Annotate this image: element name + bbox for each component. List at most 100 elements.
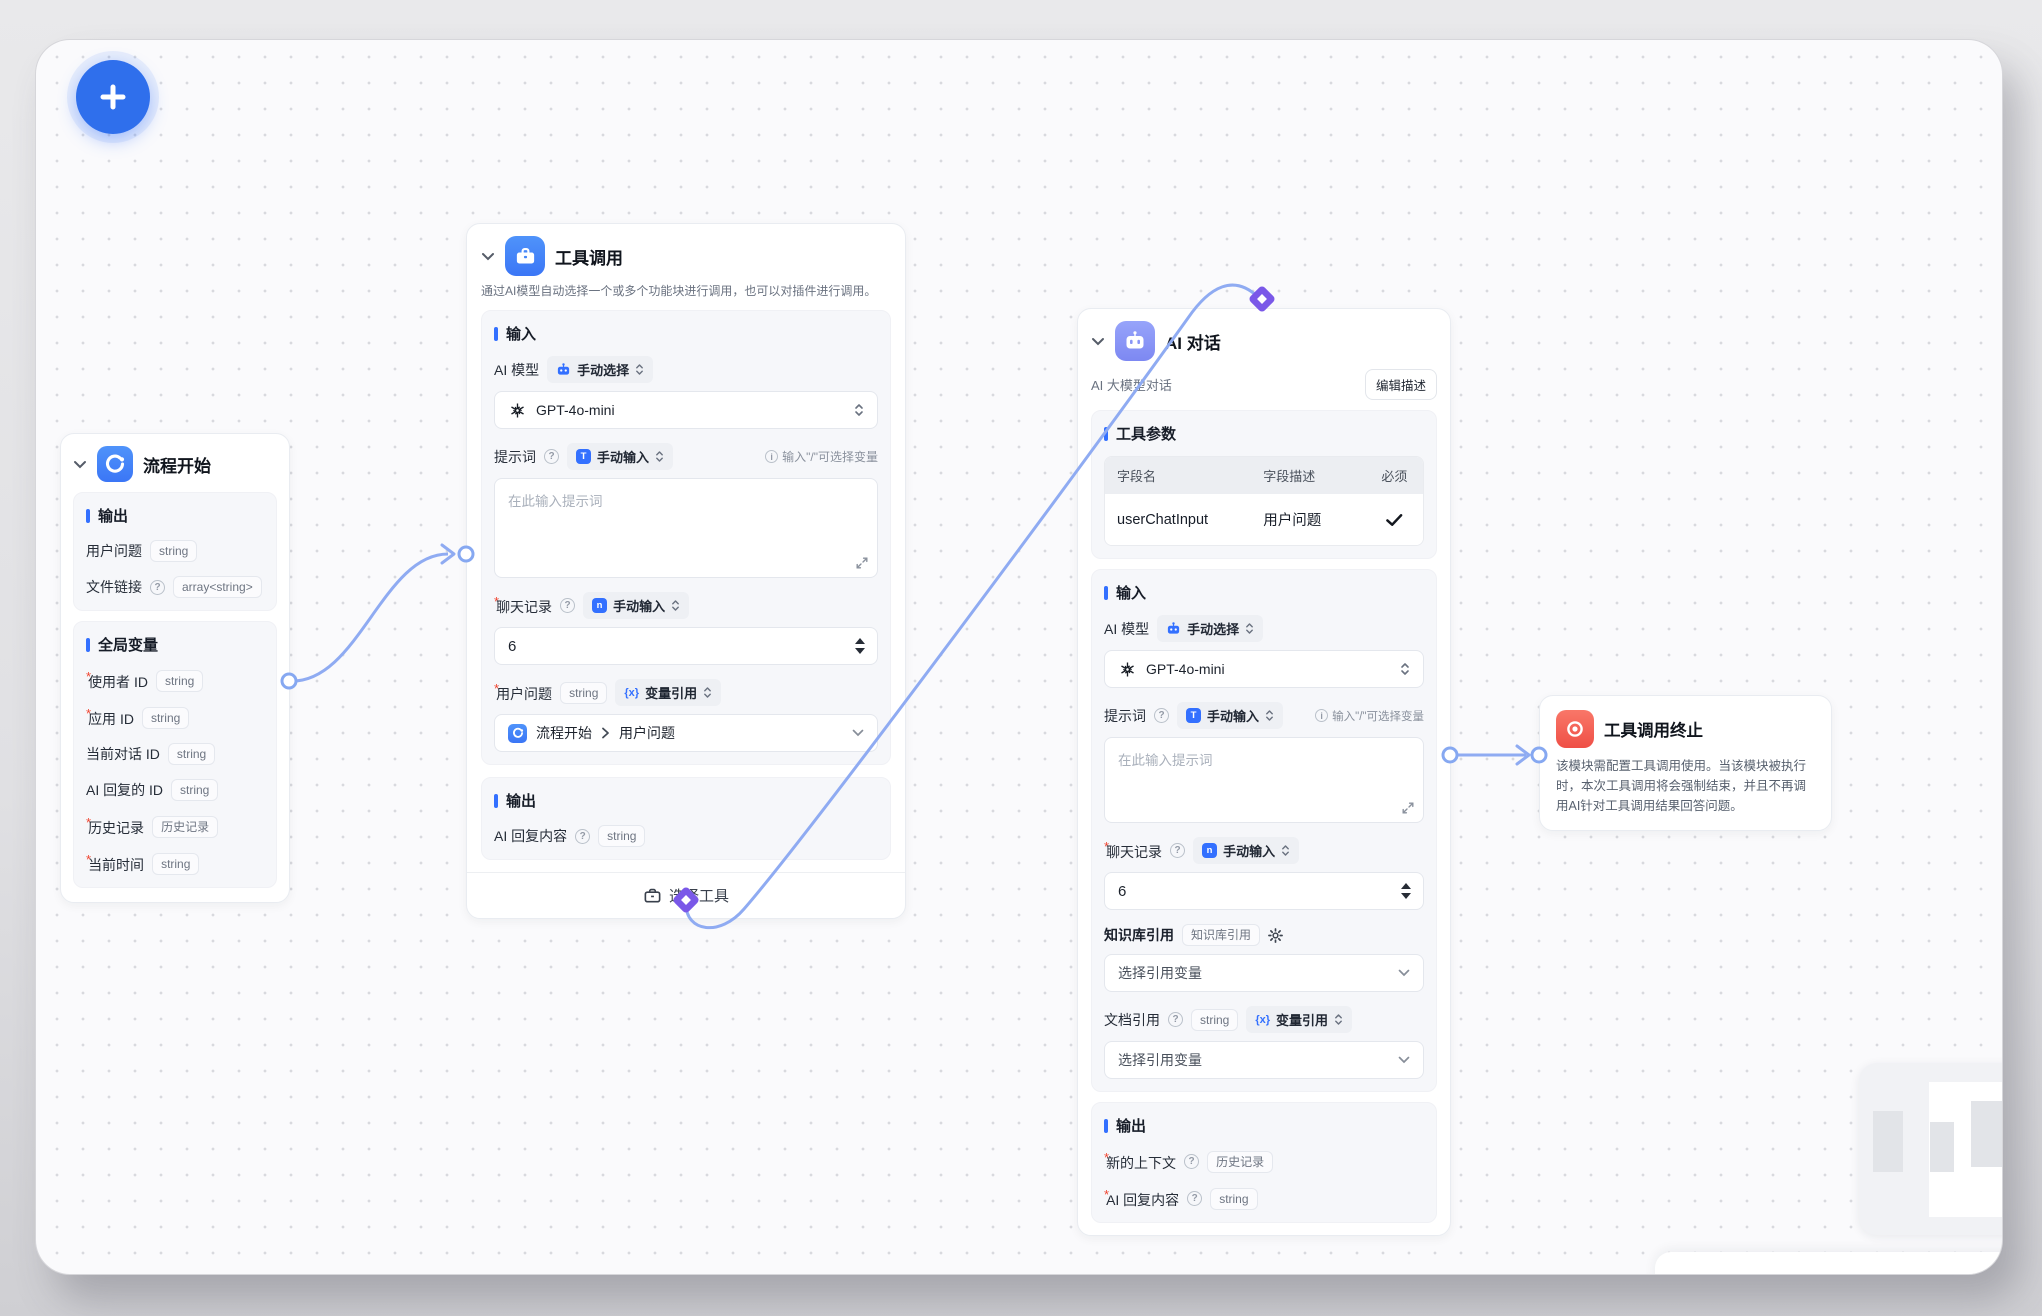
- prompt-textarea-wrap: [1104, 737, 1424, 823]
- history-number-input[interactable]: [508, 637, 793, 655]
- section-title: 输出: [98, 508, 129, 525]
- step-up-icon[interactable]: [855, 638, 865, 644]
- help-icon[interactable]: ?: [1168, 1012, 1183, 1027]
- collapse-chevron-icon[interactable]: [73, 460, 87, 469]
- help-icon[interactable]: ?: [560, 598, 576, 613]
- minimap-node: [1873, 1111, 1903, 1172]
- flow-start-icon: [508, 723, 527, 743]
- kb-settings-gear-icon[interactable]: [1268, 927, 1283, 943]
- help-icon[interactable]: ?: [150, 579, 165, 595]
- global-row: AI 回复的 ID string: [86, 779, 264, 801]
- prompt-textarea[interactable]: [495, 479, 877, 577]
- table-header: 字段名 字段描述 必须: [1105, 457, 1423, 494]
- step-down-icon[interactable]: [1401, 893, 1411, 899]
- global-label: *当前时间: [86, 852, 145, 873]
- question-mode-selector[interactable]: {x} 变量引用: [615, 679, 722, 706]
- node-flow-start[interactable]: 流程开始 输出 用户问题 string 文件链接 ? array<string>…: [60, 433, 290, 903]
- type-badge: string: [1210, 1187, 1258, 1210]
- edge-aichat-to-toolstop[interactable]: [1441, 744, 1548, 766]
- expand-icon[interactable]: [1402, 802, 1414, 814]
- port-tool-stop-in[interactable]: [1530, 746, 1548, 764]
- type-badge: string: [167, 743, 216, 765]
- add-node-button[interactable]: [76, 60, 150, 134]
- history-mode-selector[interactable]: n 手动输入: [583, 592, 690, 619]
- prompt-mode-selector[interactable]: T 手动输入: [1177, 702, 1284, 729]
- model-select[interactable]: GPT-4o-mini: [1104, 650, 1424, 688]
- port-ai-chat-tool[interactable]: [1248, 285, 1276, 313]
- doc-variable-select[interactable]: 选择引用变量: [1104, 1041, 1424, 1079]
- minimap[interactable]: [1859, 1063, 2002, 1235]
- tool-stop-icon: [1556, 710, 1594, 748]
- section-title: 输入: [1116, 585, 1147, 602]
- type-badge: 历史记录: [1207, 1150, 1274, 1173]
- collapse-chevron-icon[interactable]: [1091, 337, 1105, 346]
- flow-start-globals-section: 全局变量 *使用者 ID string *应用 ID string 当前对话 ID s…: [73, 621, 277, 888]
- tool-params-table: 字段名 字段描述 必须 userChatInput 用户问题: [1104, 456, 1424, 546]
- model-mode-selector[interactable]: 手动选择: [547, 356, 654, 383]
- openai-logo-icon: [511, 403, 524, 417]
- help-icon[interactable]: ?: [1170, 843, 1186, 858]
- workflow-canvas[interactable]: 流程开始 输出 用户问题 string 文件链接 ? array<string>…: [36, 40, 2002, 1274]
- section-title: 工具参数: [1116, 426, 1177, 443]
- port-tool-call-tools[interactable]: [672, 886, 700, 914]
- model-mode-selector[interactable]: 手动选择: [1157, 615, 1264, 642]
- history-row: *聊天记录 ? n 手动输入: [494, 592, 878, 619]
- section-title: 全局变量: [98, 637, 159, 654]
- number-stepper[interactable]: [1401, 873, 1411, 909]
- section-title: 输出: [506, 793, 537, 810]
- variable-field: 用户问题: [619, 725, 675, 741]
- doc-mode-selector[interactable]: {x} 变量引用: [1246, 1006, 1353, 1033]
- help-icon[interactable]: ?: [544, 449, 559, 464]
- model-select[interactable]: GPT-4o-mini: [494, 391, 878, 429]
- kb-variable-select[interactable]: 选择引用变量: [1104, 954, 1424, 992]
- section-bar: [494, 793, 498, 808]
- edge-flowstart-to-toolcall[interactable]: [280, 543, 475, 690]
- doc-row: 文档引用 ? string {x} 变量引用: [1104, 1006, 1424, 1033]
- history-mode-selector[interactable]: n 手动输入: [1193, 837, 1300, 864]
- node-tool-call[interactable]: 工具调用 通过AI模型自动选择一个或多个功能块进行调用，也可以对插件进行调用。 …: [466, 223, 906, 919]
- edge-toolcall-to-aichat[interactable]: [672, 283, 1276, 929]
- prompt-row: 提示词 ? T 手动输入 i 输入"/"可选择变量: [494, 443, 878, 470]
- section-bar: [494, 326, 498, 341]
- output-row: *新的上下文 ? 历史记录: [1104, 1150, 1424, 1173]
- help-icon[interactable]: ?: [1154, 708, 1169, 723]
- node-ai-chat[interactable]: AI 对话 AI 大模型对话 编辑描述 工具参数 字段名 字段描述 必须 use…: [1077, 308, 1451, 1236]
- edges-layer: [280, 283, 1548, 929]
- info-icon: i: [1315, 709, 1329, 722]
- help-icon[interactable]: ?: [575, 828, 591, 844]
- output-row: 用户问题 string: [86, 540, 264, 562]
- question-variable-select[interactable]: 流程开始 用户问题: [494, 714, 878, 752]
- variable-ref-icon: {x}: [1255, 1013, 1271, 1026]
- history-number-input-wrap: [494, 627, 878, 665]
- tool-call-output-section: 输出 AI 回复内容 ? string: [481, 777, 891, 860]
- port-flow-start-out[interactable]: [280, 672, 298, 690]
- flow-start-icon: [97, 446, 133, 482]
- help-icon[interactable]: ?: [1187, 1191, 1203, 1206]
- output-row: 文件链接 ? array<string>: [86, 576, 264, 598]
- global-row: *使用者 ID string: [86, 669, 264, 692]
- collapse-chevron-icon[interactable]: [481, 252, 495, 261]
- edit-description-button[interactable]: 编辑描述: [1364, 369, 1437, 400]
- section-bar: [86, 508, 90, 523]
- expand-icon[interactable]: [856, 557, 868, 569]
- port-tool-call-in[interactable]: [457, 545, 475, 563]
- node-tool-stop[interactable]: 工具调用终止 该模块需配置工具调用使用。当该模块被执行时，本次工具调用将会强制结…: [1539, 695, 1832, 831]
- prompt-mode-selector[interactable]: T 手动输入: [567, 443, 674, 470]
- field-label: *聊天记录: [1104, 839, 1163, 860]
- chevron-down-icon: [1398, 1056, 1410, 1064]
- global-label: *使用者 ID: [86, 669, 148, 690]
- bottom-toolbar[interactable]: [1655, 1252, 2002, 1274]
- model-value: GPT-4o-mini: [1146, 661, 1225, 677]
- prompt-textarea[interactable]: [1105, 738, 1423, 822]
- step-down-icon[interactable]: [855, 648, 865, 654]
- step-up-icon[interactable]: [1401, 883, 1411, 889]
- node-description: 该模块需配置工具调用使用。当该模块被执行时，本次工具调用将会强制结束，并且不再调…: [1556, 759, 1807, 813]
- port-ai-chat-out[interactable]: [1441, 746, 1459, 764]
- history-number-input[interactable]: [1118, 882, 1352, 900]
- history-number-input-wrap: [1104, 872, 1424, 910]
- updown-icon: [1266, 710, 1273, 721]
- field-label: 文档引用: [1104, 1011, 1160, 1028]
- number-stepper[interactable]: [855, 628, 865, 664]
- table-row[interactable]: userChatInput 用户问题: [1105, 494, 1423, 545]
- help-icon[interactable]: ?: [1184, 1154, 1200, 1169]
